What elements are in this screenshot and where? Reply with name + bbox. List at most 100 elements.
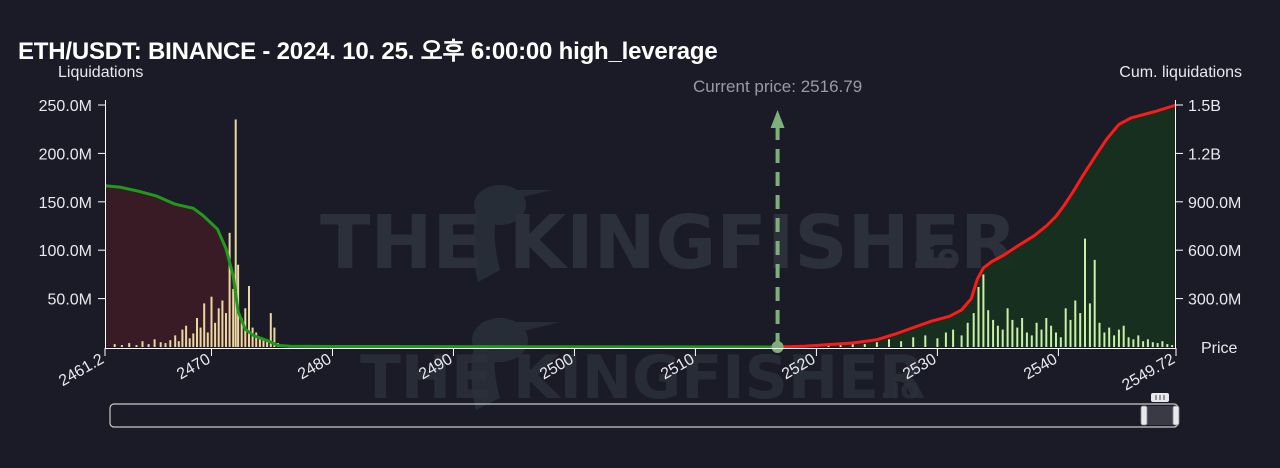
range-slider-handle-right[interactable] (1172, 405, 1180, 426)
liquidation-bar (1069, 319, 1072, 347)
x-tick-label: 2470 (174, 351, 213, 384)
liquidation-bar (1088, 303, 1091, 347)
liquidation-bar (1108, 327, 1111, 347)
liquidation-bar (269, 313, 272, 347)
liquidation-bar (987, 310, 990, 347)
y2-tick-label: 600.0M (1188, 243, 1241, 260)
liquidation-bar (228, 232, 231, 347)
liquidation-bar (273, 327, 276, 347)
liquidation-bar (196, 318, 198, 347)
liquidation-bar (177, 341, 180, 347)
liquidation-bar (1151, 342, 1154, 347)
liquidation-bar (251, 327, 254, 347)
kingfisher-bird-icon (471, 185, 560, 410)
liquidation-bar (1117, 329, 1120, 347)
liquidation-bars (113, 119, 1174, 347)
grip-icon (1155, 395, 1165, 400)
liquidation-bar (996, 325, 999, 347)
liquidation-bar (1074, 300, 1077, 347)
liquidation-bar (128, 343, 131, 347)
liquidation-bar (1045, 318, 1048, 347)
liquidation-bar (206, 332, 209, 347)
liquidation-bar (936, 338, 939, 347)
liquidation-bar (977, 287, 980, 347)
y-axis-title: Liquidations (58, 64, 143, 81)
liquidation-bar (192, 333, 195, 347)
liquidation-bar (169, 340, 172, 347)
range-slider-handle-fill[interactable] (1145, 406, 1175, 425)
y-tick-label: 50.0M (48, 292, 92, 309)
liquidation-bar (1006, 308, 1009, 347)
liquidation-bar (912, 337, 915, 347)
liquidation-bar (982, 274, 985, 347)
y-tick-label: 100.0M (39, 243, 92, 260)
y2-tick-label: 1.5B (1188, 98, 1221, 115)
liquidation-bar (262, 339, 265, 347)
liquidation-bar (174, 335, 177, 347)
watermark-suffix-2: .io (880, 372, 919, 405)
liquidation-bar (266, 341, 269, 347)
x-tick-label: 2461.2 (56, 351, 107, 390)
liquidation-bar (1137, 335, 1140, 347)
long-cum-fill (105, 185, 778, 347)
liquidation-bar (1127, 337, 1130, 347)
liquidation-bar (888, 339, 890, 347)
y2-tick-label: 300.0M (1188, 292, 1241, 309)
x-tick-label: 2549.72 (1119, 351, 1178, 395)
range-slider-handle-left[interactable] (1140, 405, 1148, 426)
current-price-arrow (770, 110, 785, 128)
range-slider[interactable] (109, 393, 1180, 428)
liquidation-bar (135, 345, 138, 347)
current-price-marker: Current price: 2516.79 (693, 77, 862, 353)
liquidation-bar (952, 329, 955, 347)
liquidation-bar (188, 338, 191, 347)
cumulative-fill-areas (105, 105, 1176, 347)
y-tick-label: 250.0M (39, 98, 92, 115)
liquidation-bar (1016, 327, 1019, 347)
liquidation-bar (1064, 308, 1067, 347)
liquidation-bar (210, 296, 213, 347)
liquidation-bar (1146, 339, 1149, 347)
liquidation-bar (232, 288, 235, 347)
liquidation-bar (1050, 325, 1053, 347)
liquidation-bar (992, 319, 995, 347)
liquidation-bar (851, 343, 854, 347)
current-price-label: Current price: 2516.79 (693, 77, 862, 96)
watermark: THE KINGFISHER .io THE KINGFISHER .io (320, 185, 1017, 413)
liquidation-bar (1079, 313, 1082, 347)
cumulative-lines (104, 103, 1177, 349)
liquidation-bar (1040, 329, 1043, 347)
liquidation-bar (924, 335, 927, 347)
liquidation-bar (214, 322, 217, 347)
y-axis-ticks: 50.0M 100.0M 150.0M 200.0M 250.0M (39, 98, 105, 309)
liquidation-bar (1001, 329, 1004, 347)
liquidation-bar (203, 303, 206, 347)
liquidation-bar (1113, 335, 1116, 347)
y-tick-label: 150.0M (39, 195, 92, 212)
cum-short-line (777, 103, 1177, 349)
liquidation-bar (141, 341, 144, 347)
liquidation-bar (839, 345, 842, 347)
liquidation-bar (147, 344, 150, 347)
liquidation-bar (255, 332, 258, 347)
cum-long-line (104, 184, 778, 349)
liquidation-bar (972, 313, 975, 347)
liquidation-bar (153, 339, 156, 347)
x-axis-title: Price (1201, 340, 1238, 357)
liquidation-bar (966, 322, 969, 347)
liquidation-bar (1030, 335, 1033, 347)
watermark-brand: THE KINGFISHER (320, 200, 1017, 286)
liquidation-bar (217, 308, 220, 347)
liquidation-bar (1166, 344, 1169, 347)
liquidation-bar (1084, 238, 1086, 347)
chart-title: ETH/USDT: BINANCE - 2024. 10. 25. 오후 6:0… (18, 38, 718, 65)
liquidation-bar (248, 286, 250, 347)
short-cum-fill (777, 105, 1176, 347)
y-tick-label: 200.0M (39, 146, 92, 163)
liquidation-bar (240, 318, 243, 347)
liquidation-bar (1011, 319, 1014, 347)
liquidation-bar (159, 342, 162, 347)
liquidation-bar (1161, 341, 1164, 347)
liquidation-bar (1098, 322, 1101, 347)
